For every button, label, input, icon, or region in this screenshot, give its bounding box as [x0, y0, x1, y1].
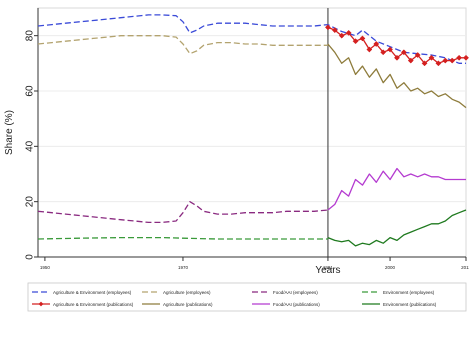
legend-item: Environment (publications) [362, 302, 437, 307]
data-point-marker [345, 29, 352, 36]
data-point-marker [400, 49, 407, 56]
data-point-marker [394, 54, 400, 61]
legend-label: Food/AAI (employees) [273, 290, 318, 295]
series [37, 14, 466, 64]
data-point-marker [442, 57, 449, 64]
legend-item: Agriculture (publications) [142, 302, 213, 307]
data-point-marker [463, 54, 469, 61]
series-line [37, 35, 328, 55]
series [327, 209, 467, 247]
data-point-marker [324, 24, 331, 31]
axes: 0 20 40 60 80 1950 1970 1991 2000 2011 [25, 8, 469, 270]
x-tick-label: 1970 [178, 265, 189, 270]
data-point-marker [373, 41, 380, 47]
series [37, 201, 328, 224]
data-point-marker [380, 49, 387, 56]
legend-item: Food/AAI (publications) [252, 302, 320, 307]
legend-item: Agriculture & Environment (publications) [32, 301, 134, 307]
series-line [327, 167, 466, 211]
data-point-marker [366, 46, 373, 53]
y-axis-title: Share (%) [4, 110, 15, 155]
data-point-marker [414, 52, 421, 58]
series [327, 167, 466, 211]
x-tick-label: 1950 [40, 265, 51, 270]
series-line [327, 209, 467, 247]
legend-label: Agriculture & Environment (employees) [53, 290, 132, 295]
data-point-marker [456, 54, 463, 61]
legend-item: Agriculture & Environment (employees) [32, 290, 132, 295]
data-point-marker [428, 54, 435, 61]
series-lines [37, 14, 469, 247]
data-point-marker [421, 60, 428, 67]
data-point-marker [331, 27, 338, 34]
y-tick-label: 60 [25, 85, 36, 97]
y-tick-label: 20 [25, 196, 36, 208]
series [37, 236, 328, 240]
data-point-marker [407, 57, 414, 64]
plot-frame [37, 7, 467, 258]
legend-label: Food/AAI (publications) [273, 302, 320, 307]
x-tick-label: 2000 [385, 265, 396, 270]
data-point-marker [359, 35, 366, 42]
series-line [327, 43, 467, 109]
legend-label: Agriculture & Environment (publications) [53, 302, 134, 307]
x-axis-title: Years [315, 265, 340, 276]
legend-frame [27, 282, 467, 312]
y-tick-label: 0 [25, 254, 36, 260]
legend-label: Environment (employees) [383, 290, 435, 295]
data-point-marker [449, 57, 456, 64]
series [327, 43, 467, 109]
series [324, 24, 469, 67]
legend-label: Environment (publications) [383, 302, 437, 307]
data-point-marker [352, 38, 359, 45]
legend-item: Agriculture (employees) [142, 290, 211, 295]
x-tick-label: 2011 [461, 265, 469, 270]
legend: Agriculture & Environment (employees) Agr… [27, 282, 467, 312]
y-tick-label: 40 [25, 140, 36, 152]
legend-marker [38, 301, 44, 307]
series-line [37, 14, 466, 64]
series-line [37, 201, 328, 224]
x-tick-label: 1991 [323, 265, 334, 270]
series-line [37, 236, 328, 240]
y-tick-label: 80 [25, 30, 36, 42]
legend-item: Environment (employees) [362, 290, 435, 295]
legend-label: Agriculture (publications) [163, 302, 213, 307]
legend-item: Food/AAI (employees) [252, 290, 318, 295]
series [37, 35, 328, 55]
grid-lines [37, 7, 467, 258]
data-point-marker [435, 60, 442, 67]
data-point-marker [387, 46, 394, 53]
legend-label: Agriculture (employees) [163, 290, 211, 295]
data-point-marker [338, 32, 345, 39]
